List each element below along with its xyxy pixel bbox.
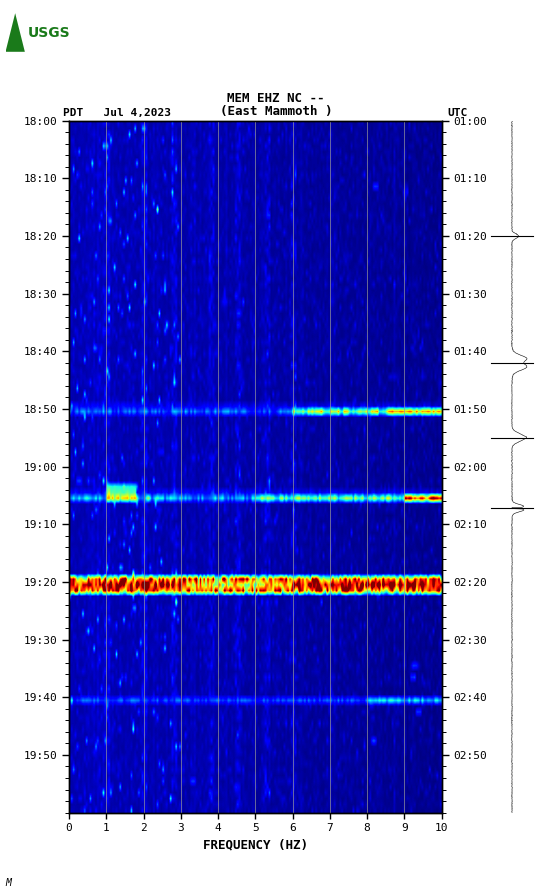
Polygon shape — [6, 13, 25, 52]
Text: (East Mammoth ): (East Mammoth ) — [220, 104, 332, 118]
Text: PDT   Jul 4,2023: PDT Jul 4,2023 — [63, 108, 172, 118]
X-axis label: FREQUENCY (HZ): FREQUENCY (HZ) — [203, 839, 308, 852]
Text: USGS: USGS — [28, 26, 70, 40]
Text: M: M — [6, 878, 12, 888]
Text: UTC: UTC — [447, 108, 468, 118]
Text: MEM EHZ NC --: MEM EHZ NC -- — [227, 92, 325, 105]
